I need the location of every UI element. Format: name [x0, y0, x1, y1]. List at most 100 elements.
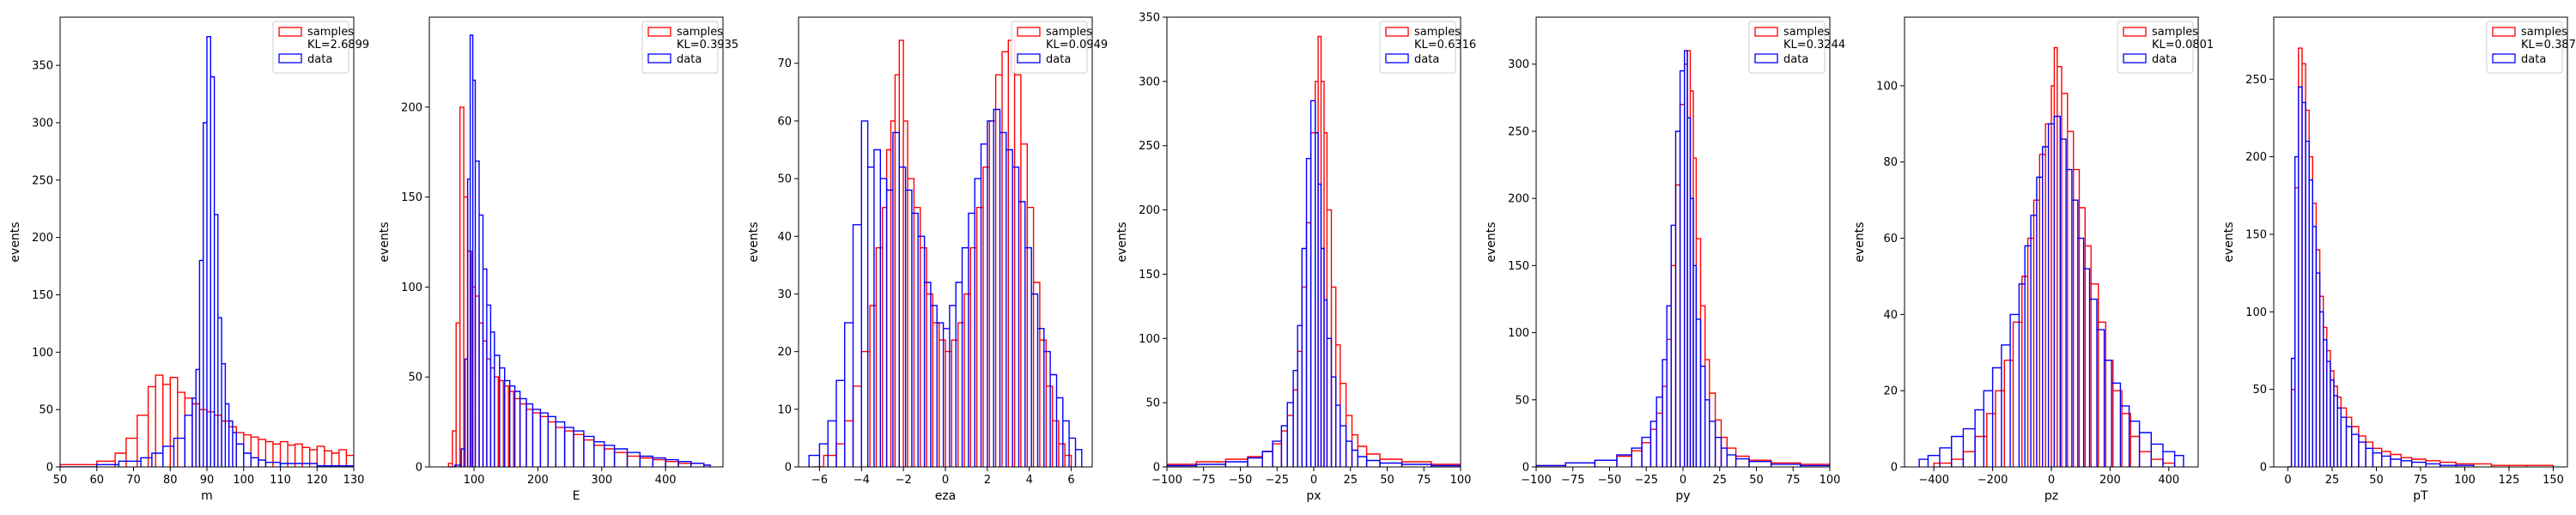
- x-tick-label: 100: [464, 474, 485, 487]
- y-tick-label: 50: [1515, 394, 1529, 407]
- axes-frame: [1535, 16, 1831, 468]
- x-tick-label: −75: [1192, 474, 1215, 487]
- data-legend-label: data: [1414, 53, 1439, 66]
- y-tick-label: 0: [2260, 462, 2267, 475]
- data-legend-swatch: [2123, 53, 2147, 64]
- y-tick-label: 100: [2245, 306, 2267, 319]
- subplot-m: 50 60 70 80 90 100 110 120 130050100150200250300…: [9, 16, 369, 503]
- data-legend-swatch: [278, 53, 302, 64]
- samples-legend-label: samples: [677, 26, 723, 39]
- x-tick-label: 25: [2325, 474, 2340, 487]
- samples-legend-swatch: [2492, 27, 2516, 37]
- y-tick-label: 300: [1139, 76, 1160, 88]
- x-tick-label: 100: [233, 474, 254, 487]
- y-tick-label: 150: [32, 289, 53, 302]
- y-tick-label: 200: [32, 232, 53, 245]
- data-legend-swatch: [1017, 53, 1041, 64]
- legend-box: [1379, 21, 1456, 74]
- x-tick-label: −100: [1521, 474, 1552, 487]
- samples-legend-swatch: [1754, 27, 1778, 37]
- data-histogram-eza: [808, 108, 1083, 467]
- x-tick-label: −100: [1151, 474, 1182, 487]
- legend-box: [2117, 21, 2194, 74]
- kl-value-label: KL=2.6899: [307, 39, 369, 52]
- x-tick-label: 80: [163, 474, 178, 487]
- x-tick-label: 130: [343, 474, 365, 487]
- y-tick-label: 150: [1508, 260, 1529, 273]
- y-tick-label: 40: [1883, 309, 1898, 322]
- y-tick-label: 0: [1522, 462, 1529, 475]
- subplot-pz: −400 −200 0 200 400 0 20 40 60 80 100 pz events sampl…: [1853, 16, 2214, 503]
- axes-frame: [428, 16, 724, 468]
- x-tick-label: 0: [942, 474, 949, 487]
- x-tick-label: 400: [655, 474, 677, 487]
- x-tick-label: −50: [1598, 474, 1621, 487]
- x-tick-label: 0: [2048, 474, 2055, 487]
- x-tick-label: 150: [2543, 474, 2564, 487]
- y-tick-label: 80: [1883, 156, 1898, 169]
- x-tick-label: 50: [2369, 474, 2384, 487]
- samples-legend-label: samples: [2152, 26, 2198, 39]
- x-tick-label: −6: [811, 474, 828, 487]
- y-tick-label: 100: [1876, 80, 1898, 93]
- kl-value-label: KL=0.6316: [1414, 39, 1476, 52]
- y-tick-label: 200: [1508, 193, 1529, 206]
- y-tick-label: 250: [2245, 74, 2267, 87]
- x-axis-label: eza: [935, 489, 957, 503]
- y-tick-label: 10: [777, 403, 792, 416]
- data-legend-label: data: [2152, 53, 2177, 66]
- x-tick-label: 100: [2454, 474, 2476, 487]
- y-tick-label: 250: [1139, 140, 1160, 153]
- y-tick-label: 0: [1153, 462, 1160, 475]
- y-tick-label: 200: [2245, 151, 2267, 164]
- x-tick-label: 120: [307, 474, 328, 487]
- y-axis-label: events: [9, 221, 22, 262]
- y-tick-label: 60: [1883, 233, 1898, 245]
- y-tick-label: 100: [1508, 327, 1529, 340]
- data-legend-swatch: [647, 53, 671, 64]
- x-tick-label: 50: [53, 474, 68, 487]
- x-tick-label: −2: [896, 474, 912, 487]
- subplot-eza: −6 −4 −2 0 2 4 6010203040506070ezaeventssample…: [747, 16, 1108, 503]
- x-tick-label: 0: [2284, 474, 2291, 487]
- y-axis-label: events: [747, 221, 761, 262]
- y-tick-label: 150: [1139, 269, 1160, 282]
- x-tick-label: 300: [591, 474, 612, 487]
- y-tick-label: 100: [1139, 333, 1160, 346]
- x-tick-label: −200: [1978, 474, 2008, 487]
- y-tick-label: 350: [32, 60, 53, 73]
- y-axis-label: events: [1853, 221, 1867, 262]
- legend-box: [2486, 21, 2563, 74]
- y-tick-label: 150: [401, 191, 422, 204]
- y-tick-label: 0: [785, 462, 792, 475]
- legend-box: [272, 21, 349, 74]
- data-legend-swatch: [1385, 53, 1409, 64]
- y-tick-label: 100: [401, 282, 422, 294]
- y-tick-label: 50: [39, 404, 53, 417]
- samples-legend-label: samples: [1414, 26, 1461, 39]
- data-histogram-E: [448, 34, 711, 467]
- y-tick-label: 50: [777, 173, 792, 186]
- x-tick-label: 90: [200, 474, 215, 487]
- y-tick-label: 100: [32, 347, 53, 360]
- x-axis-label: px: [1306, 489, 1321, 503]
- x-tick-label: 110: [270, 474, 291, 487]
- x-tick-label: −25: [1635, 474, 1658, 487]
- samples-histogram-eza: [813, 39, 1072, 467]
- y-axis-label: events: [1115, 221, 1129, 262]
- y-axis-label: events: [378, 221, 392, 262]
- data-histogram-m: [60, 36, 354, 467]
- subplot-px: −100 −75 −50 −25 0 25 50 75 100 0 50 100 150 200 250 30…: [1115, 12, 1476, 504]
- x-tick-label: 75: [1786, 474, 1801, 487]
- x-tick-label: 25: [1712, 474, 1727, 487]
- y-tick-label: 30: [777, 288, 792, 301]
- samples-legend-swatch: [2123, 27, 2147, 37]
- x-tick-label: −25: [1266, 474, 1289, 487]
- data-legend-swatch: [2492, 53, 2516, 64]
- data-legend-label: data: [677, 53, 702, 66]
